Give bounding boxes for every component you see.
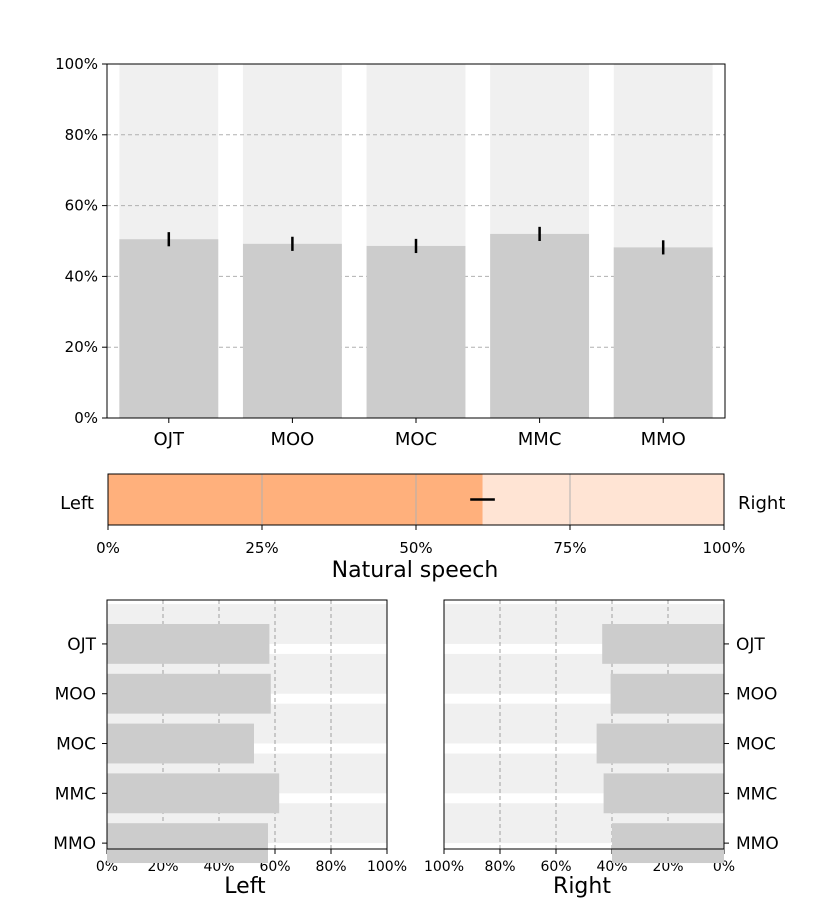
x-tick-label: 50% — [399, 539, 432, 557]
x-tick-label: MMO — [641, 429, 686, 450]
plot-frame — [106, 599, 388, 850]
bar — [610, 673, 724, 714]
bar — [107, 823, 268, 864]
y-tick-label: OJT — [67, 635, 96, 655]
y-tick-label: MOO — [55, 685, 96, 705]
y-tick-label: MOC — [56, 735, 96, 755]
y-tick-label: 60% — [65, 197, 98, 215]
bar — [242, 243, 342, 418]
x-tick-label: MMC — [518, 429, 562, 450]
y-tick-label: 20% — [65, 338, 98, 356]
y-tick-label: 80% — [65, 126, 98, 144]
bar — [119, 239, 219, 418]
left-chart-xlabel: Left — [224, 874, 266, 899]
x-tick-label: 100% — [367, 859, 407, 875]
y-tick-label: 0% — [74, 409, 98, 427]
natural-speech-left-label: Left — [60, 493, 94, 514]
y-tick-label: 40% — [65, 267, 98, 285]
y-tick-label: MOO — [736, 685, 777, 705]
x-tick-label: 0% — [96, 539, 120, 557]
x-tick-label: OJT — [154, 429, 185, 450]
bar — [596, 723, 724, 764]
bar — [602, 624, 724, 664]
bar — [107, 673, 271, 714]
bar — [108, 474, 483, 525]
x-tick-label: MOO — [270, 429, 314, 450]
y-tick-label: OJT — [736, 635, 765, 655]
natural-speech-xlabel: Natural speech — [332, 558, 499, 583]
bar — [612, 823, 724, 864]
x-tick-label: 80% — [484, 859, 515, 875]
natural-speech-chart: Left Right Natural speech 0% 25% 50% 75% 100… — [60, 473, 785, 583]
x-tick-label: 100% — [424, 859, 464, 875]
y-tick-label: MMO — [736, 834, 779, 854]
bar — [490, 233, 590, 418]
x-tick-label: 100% — [703, 539, 746, 557]
bar — [603, 773, 724, 814]
bar — [366, 245, 466, 418]
bar — [107, 624, 270, 664]
bar — [107, 773, 280, 814]
x-tick-label: 75% — [553, 539, 586, 557]
natural-speech-right-label: Right — [738, 493, 785, 514]
x-tick-label: MOC — [395, 429, 437, 450]
plot-frame — [107, 473, 725, 526]
right-chart-xlabel: Right — [553, 874, 611, 899]
x-tick-label: 25% — [245, 539, 278, 557]
plot-frame — [443, 599, 725, 850]
y-tick-label: MOC — [736, 735, 776, 755]
y-tick-label: MMC — [55, 784, 96, 804]
y-tick-label: MMO — [53, 834, 96, 854]
x-tick-label: 80% — [315, 859, 346, 875]
plot-frame — [106, 63, 726, 419]
bar — [107, 723, 254, 764]
y-tick-label: MMC — [736, 784, 777, 804]
y-tick-label: 100% — [55, 55, 98, 73]
top-bar-chart: 0% 20% 40% 60% 80% 100% OJT MOO MOC MMC MMO — [55, 55, 726, 450]
bar — [613, 247, 713, 418]
x-tick-label: 60% — [540, 859, 571, 875]
